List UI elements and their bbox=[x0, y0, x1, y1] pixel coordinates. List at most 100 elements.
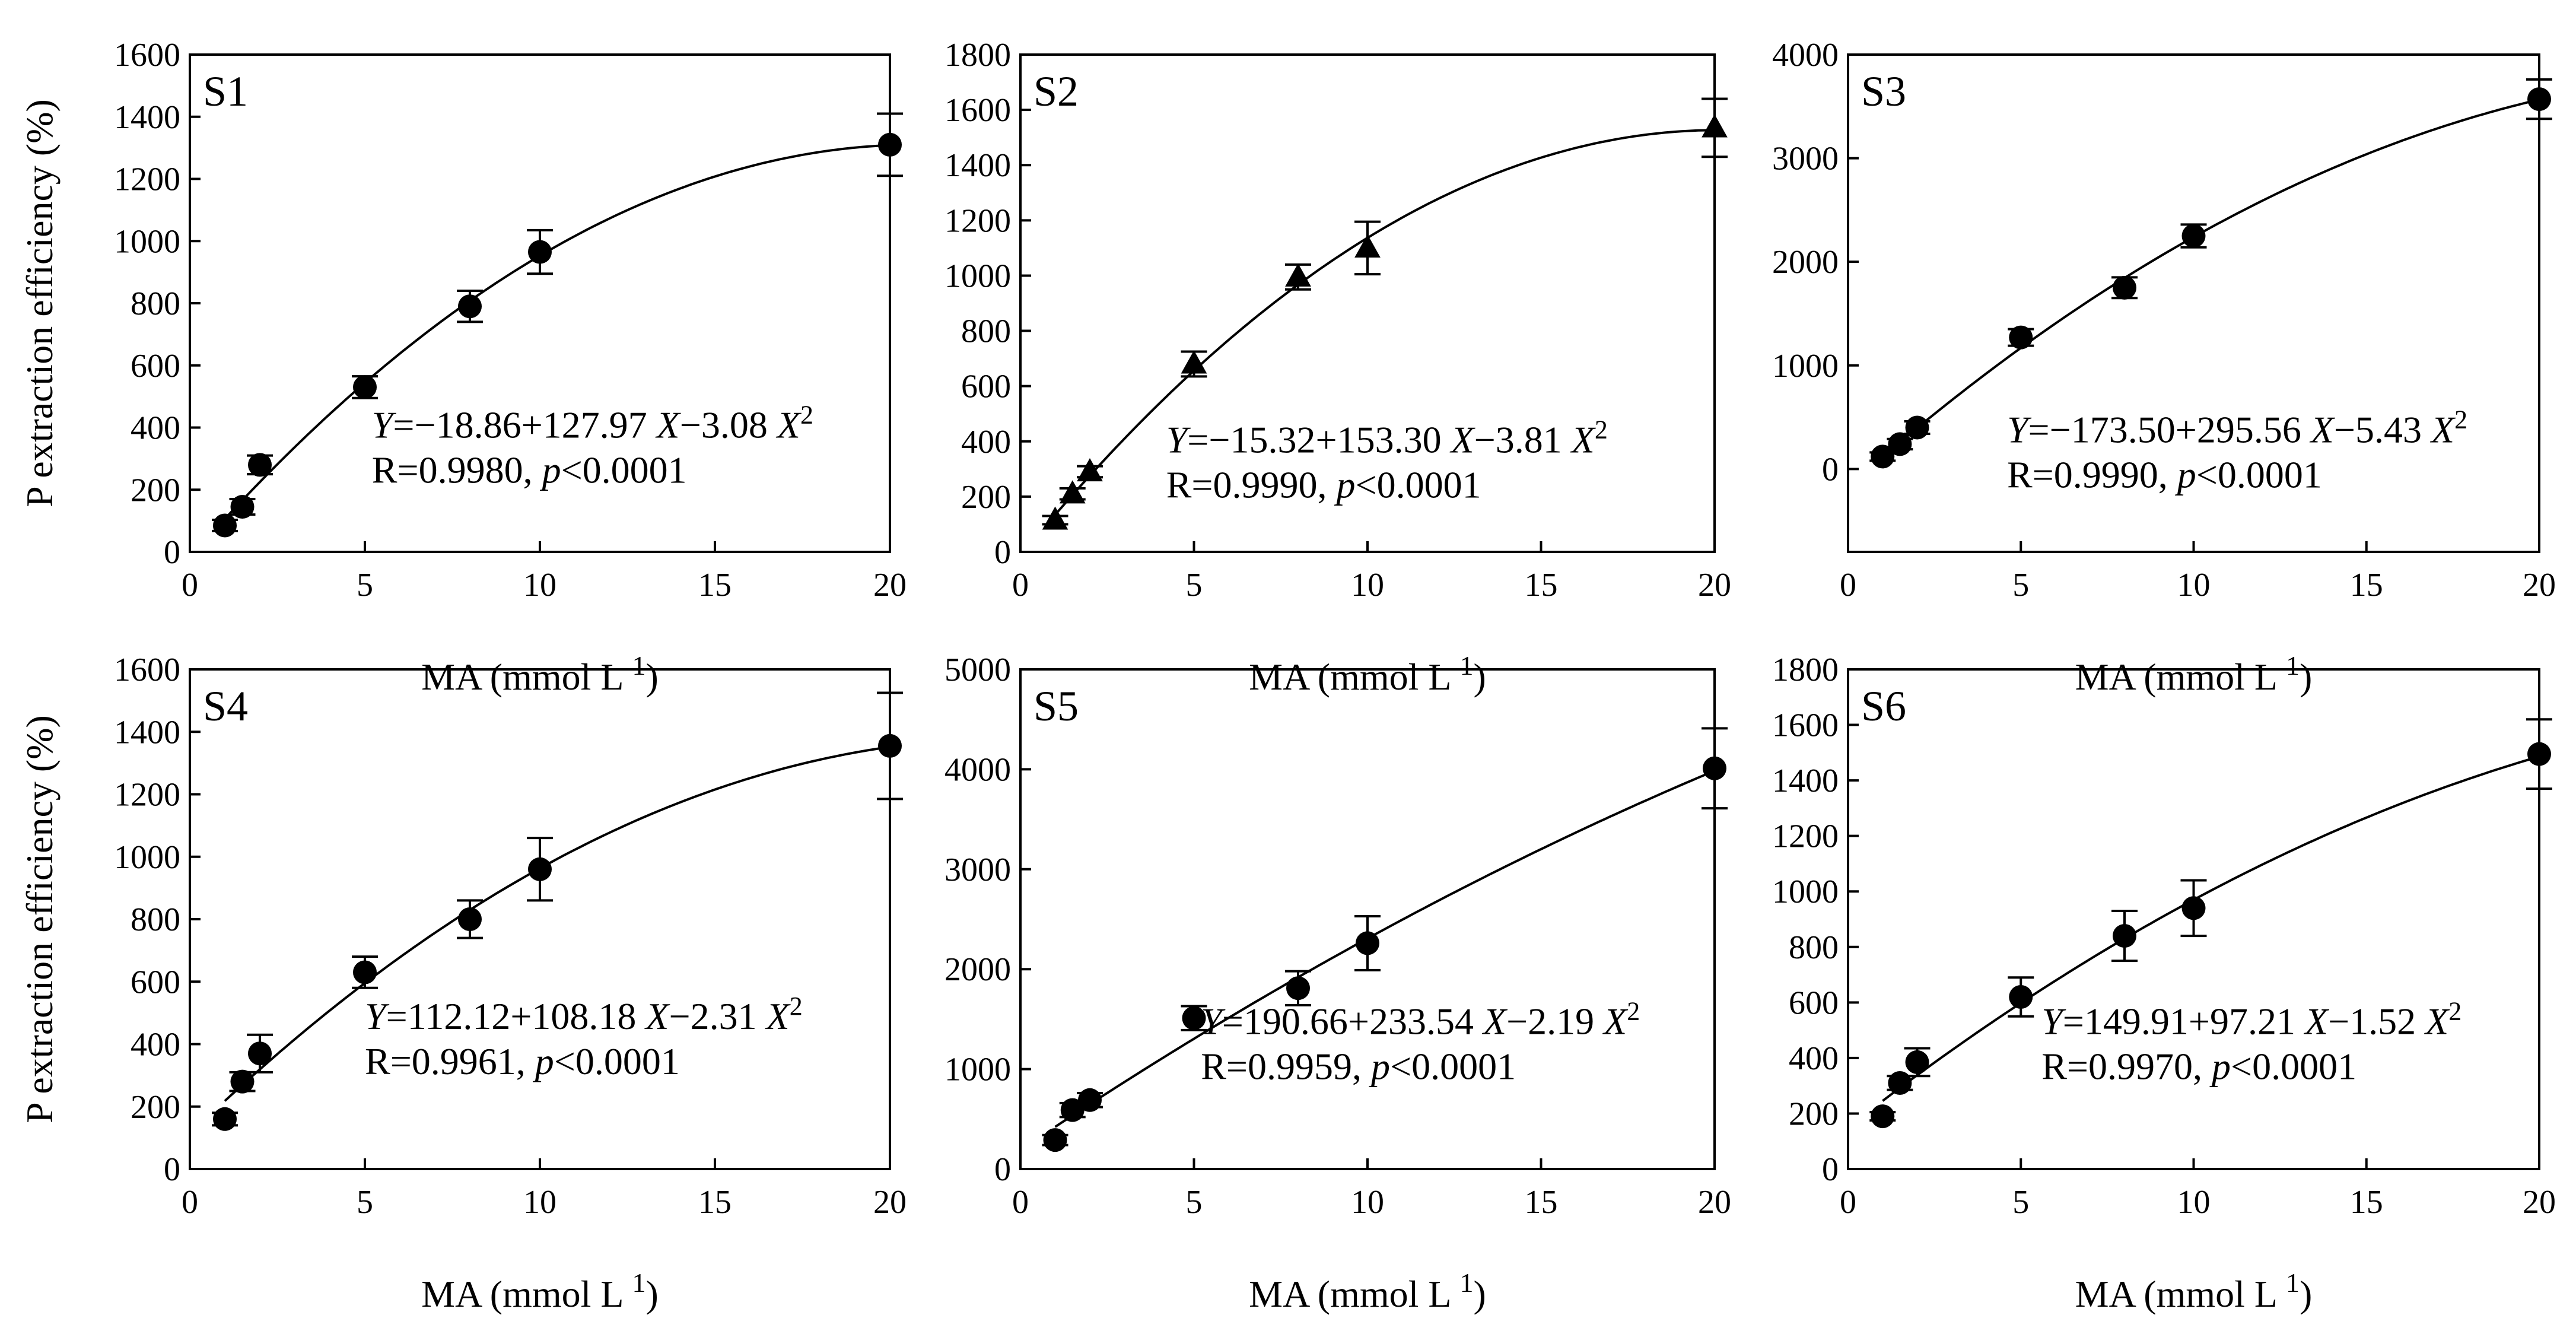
equation-part: X bbox=[2309, 409, 2336, 451]
data-point bbox=[1703, 756, 1726, 780]
panel-label: S1 bbox=[203, 68, 248, 115]
x-axis-title-exponent: 1 bbox=[632, 650, 646, 681]
y-tick-label: 0 bbox=[1822, 451, 1839, 488]
data-point bbox=[528, 240, 552, 264]
equation-part: X bbox=[765, 995, 791, 1037]
x-axis-title-close: ) bbox=[2300, 656, 2312, 698]
statistics-part: <0.0001 bbox=[561, 449, 687, 491]
statistics-part: p bbox=[1369, 1046, 1390, 1088]
y-tick-label: 600 bbox=[1789, 984, 1839, 1021]
fit-curve bbox=[224, 144, 891, 520]
data-point bbox=[2181, 896, 2206, 920]
data-point bbox=[1286, 976, 1310, 1000]
x-axis-title-text: MA (mmol L bbox=[2075, 656, 2278, 698]
x-axis-title-text: MA (mmol L bbox=[421, 1273, 624, 1315]
y-axis-title: P extraction efficiency (%) bbox=[18, 99, 61, 507]
x-axis-title-close: ) bbox=[1474, 1273, 1486, 1315]
statistics-part: <0.0001 bbox=[1390, 1046, 1516, 1088]
y-tick-label: 200 bbox=[131, 472, 180, 509]
statistics-part: p bbox=[2209, 1046, 2231, 1088]
equation-part: Y bbox=[365, 995, 390, 1037]
equation-part: X bbox=[2429, 409, 2456, 451]
y-tick-label: 1200 bbox=[114, 161, 180, 198]
x-tick-label: 15 bbox=[1525, 567, 1558, 604]
y-tick-label: 1600 bbox=[114, 37, 180, 74]
statistics-part: R=0.9959, bbox=[1201, 1046, 1371, 1088]
x-axis-title: MA (mmol L 1) bbox=[421, 650, 659, 698]
x-axis-title-exponent: 1 bbox=[2286, 1268, 2300, 1298]
equation-part: X bbox=[2303, 1000, 2330, 1043]
x-tick-label: 5 bbox=[2012, 567, 2029, 604]
data-point bbox=[230, 495, 255, 519]
y-tick-label: 1000 bbox=[1772, 874, 1839, 910]
data-point bbox=[2527, 87, 2551, 112]
x-axis-title: MA (mmol L 1) bbox=[1249, 650, 1486, 698]
equation-part: X bbox=[1570, 418, 1597, 460]
data-point bbox=[248, 453, 272, 477]
y-tick-label: 1600 bbox=[944, 92, 1011, 129]
data-point bbox=[1871, 444, 1895, 469]
x-tick-label: 10 bbox=[2177, 1184, 2211, 1221]
statistics-part: p bbox=[2175, 454, 2196, 496]
x-axis-title-text: MA (mmol L bbox=[1249, 1273, 1451, 1315]
statistics-part: <0.0001 bbox=[2231, 1046, 2356, 1088]
data-point bbox=[1285, 263, 1311, 287]
equation-exponent: 2 bbox=[1595, 415, 1608, 444]
statistics-part: p bbox=[1334, 463, 1355, 506]
fit-curve bbox=[1881, 98, 2540, 458]
fit-equation: Y=190.66+233.54 X−2.19 X2 bbox=[1201, 996, 1640, 1043]
x-tick-label: 15 bbox=[1525, 1184, 1558, 1221]
fit-equation: Y=−173.50+295.56 X−5.43 X2 bbox=[2007, 405, 2467, 451]
panel-label: S4 bbox=[203, 682, 248, 730]
panel-s4: 0 5 10 15 2002004006008001000120014001600S4Y… bbox=[18, 652, 907, 1315]
x-tick-label: 5 bbox=[2012, 1184, 2029, 1221]
x-tick-label: 5 bbox=[1186, 567, 1203, 604]
data-point bbox=[1043, 1128, 1067, 1152]
y-tick-label: 0 bbox=[1822, 1151, 1839, 1188]
panel-s1: 0 5 10 15 2002004006008001000120014001600S1Y… bbox=[18, 37, 907, 698]
data-point bbox=[2181, 224, 2206, 248]
y-tick-label: 2000 bbox=[1772, 244, 1839, 281]
fit-statistics: R=0.9961, p<0.0001 bbox=[365, 1040, 680, 1082]
fit-curve bbox=[1054, 769, 1715, 1128]
y-tick-label: 800 bbox=[961, 313, 1011, 350]
fit-statistics: R=0.9990, p<0.0001 bbox=[2007, 454, 2322, 496]
fit-curve bbox=[1882, 755, 2540, 1102]
panel-label: S3 bbox=[1861, 68, 1906, 115]
equation-part: =−173.50+295.56 bbox=[2028, 409, 2311, 451]
statistics-part: p bbox=[540, 449, 561, 491]
x-tick-label: 10 bbox=[1351, 567, 1384, 604]
x-tick-label: 5 bbox=[357, 1184, 373, 1221]
data-point bbox=[1182, 1006, 1206, 1030]
data-point bbox=[230, 1069, 255, 1094]
data-point bbox=[1702, 114, 1728, 138]
x-tick-label: 0 bbox=[1840, 567, 1856, 604]
y-tick-label: 1400 bbox=[114, 714, 180, 751]
y-tick-label: 1800 bbox=[1772, 652, 1839, 688]
y-tick-label: 1000 bbox=[114, 223, 180, 260]
panel-s2: 0 5 10 15 2002004006008001000120014001600180… bbox=[944, 37, 1731, 698]
data-point bbox=[1354, 234, 1381, 258]
statistics-part: R=0.9980, bbox=[372, 449, 542, 491]
x-axis-title-close: ) bbox=[2300, 1273, 2312, 1315]
equation-part: Y bbox=[1166, 418, 1191, 460]
x-axis-title: MA (mmol L 1) bbox=[1249, 1268, 1486, 1316]
data-point bbox=[458, 294, 482, 319]
equation-part: −5.43 bbox=[2334, 409, 2431, 451]
x-axis-title: MA (mmol L 1) bbox=[421, 1268, 659, 1316]
statistics-part: R=0.9990, bbox=[1166, 463, 1337, 506]
panel-s5: 0 5 10 15 20 0 1000 2000 3000 4000 5000 S5 Y=190.66+… bbox=[944, 652, 1731, 1315]
y-tick-label: 1000 bbox=[1772, 348, 1839, 385]
y-tick-label: 200 bbox=[131, 1089, 180, 1126]
x-tick-label: 10 bbox=[523, 1184, 556, 1221]
x-axis-title: MA (mmol L 1) bbox=[2075, 650, 2313, 698]
x-tick-label: 5 bbox=[357, 567, 373, 604]
data-point bbox=[1888, 1071, 1912, 1095]
data-point bbox=[1059, 480, 1086, 504]
y-tick-label: 800 bbox=[1789, 929, 1839, 966]
x-tick-label: 0 bbox=[1012, 567, 1029, 604]
data-point bbox=[878, 733, 902, 758]
equation-part: −3.08 bbox=[680, 404, 777, 446]
x-axis-title-exponent: 1 bbox=[1460, 650, 1474, 681]
data-point bbox=[2113, 275, 2136, 300]
